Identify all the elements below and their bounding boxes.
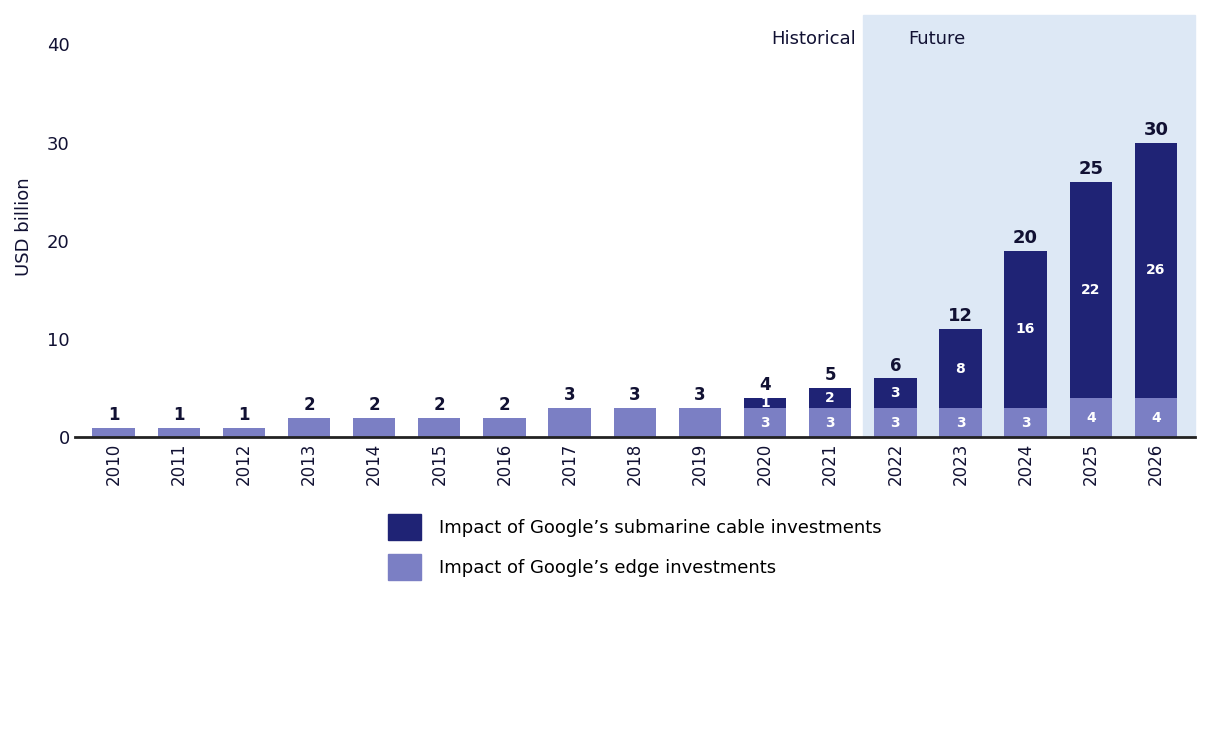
Bar — [863, 15, 1195, 437]
Bar — [939, 408, 981, 437]
Text: 2: 2 — [433, 396, 445, 414]
Y-axis label: USD billion: USD billion — [15, 177, 33, 275]
Text: 4: 4 — [1151, 411, 1160, 425]
Bar — [1135, 398, 1177, 437]
Bar — [353, 418, 396, 437]
Text: 16: 16 — [1016, 323, 1036, 337]
Bar — [679, 408, 721, 437]
Text: 3: 3 — [760, 415, 770, 430]
Text: 3: 3 — [956, 415, 966, 430]
Text: 3: 3 — [629, 386, 640, 404]
Bar — [1135, 142, 1177, 398]
Bar — [92, 428, 134, 437]
Text: 12: 12 — [947, 307, 973, 326]
Text: 3: 3 — [1021, 415, 1031, 430]
Bar — [1070, 398, 1112, 437]
Bar — [157, 428, 200, 437]
Text: 3: 3 — [564, 386, 576, 404]
Text: 30: 30 — [1143, 120, 1169, 139]
Bar — [223, 428, 265, 437]
Legend: Impact of Google’s submarine cable investments, Impact of Google’s edge investme: Impact of Google’s submarine cable inves… — [379, 505, 891, 589]
Text: 4: 4 — [1085, 411, 1095, 425]
Bar — [613, 408, 656, 437]
Bar — [1070, 182, 1112, 398]
Text: 2: 2 — [499, 396, 511, 414]
Text: 1: 1 — [173, 406, 184, 423]
Text: 1: 1 — [238, 406, 249, 423]
Bar — [483, 418, 525, 437]
Bar — [744, 398, 786, 408]
Text: Future: Future — [909, 30, 966, 47]
Text: 2: 2 — [304, 396, 315, 414]
Bar — [1004, 408, 1047, 437]
Text: 3: 3 — [695, 386, 705, 404]
Bar — [939, 329, 981, 408]
Bar — [874, 378, 916, 408]
Text: 25: 25 — [1078, 160, 1104, 178]
Text: 3: 3 — [825, 415, 835, 430]
Bar — [548, 408, 590, 437]
Text: 1: 1 — [760, 396, 770, 410]
Bar — [1004, 251, 1047, 408]
Text: 3: 3 — [891, 386, 900, 400]
Text: 20: 20 — [1013, 228, 1038, 247]
Text: 22: 22 — [1081, 283, 1101, 297]
Text: 8: 8 — [956, 361, 966, 376]
Text: 3: 3 — [891, 415, 900, 430]
Text: 4: 4 — [759, 376, 771, 394]
Bar — [874, 408, 916, 437]
Text: 5: 5 — [824, 366, 836, 385]
Bar — [419, 418, 461, 437]
Text: 1: 1 — [108, 406, 120, 423]
Text: 2: 2 — [368, 396, 380, 414]
Bar — [809, 388, 852, 408]
Text: 6: 6 — [889, 356, 901, 374]
Text: 2: 2 — [825, 391, 835, 405]
Bar — [744, 408, 786, 437]
Bar — [809, 408, 852, 437]
Text: Historical: Historical — [772, 30, 857, 47]
Text: 26: 26 — [1146, 264, 1165, 277]
Bar — [288, 418, 330, 437]
